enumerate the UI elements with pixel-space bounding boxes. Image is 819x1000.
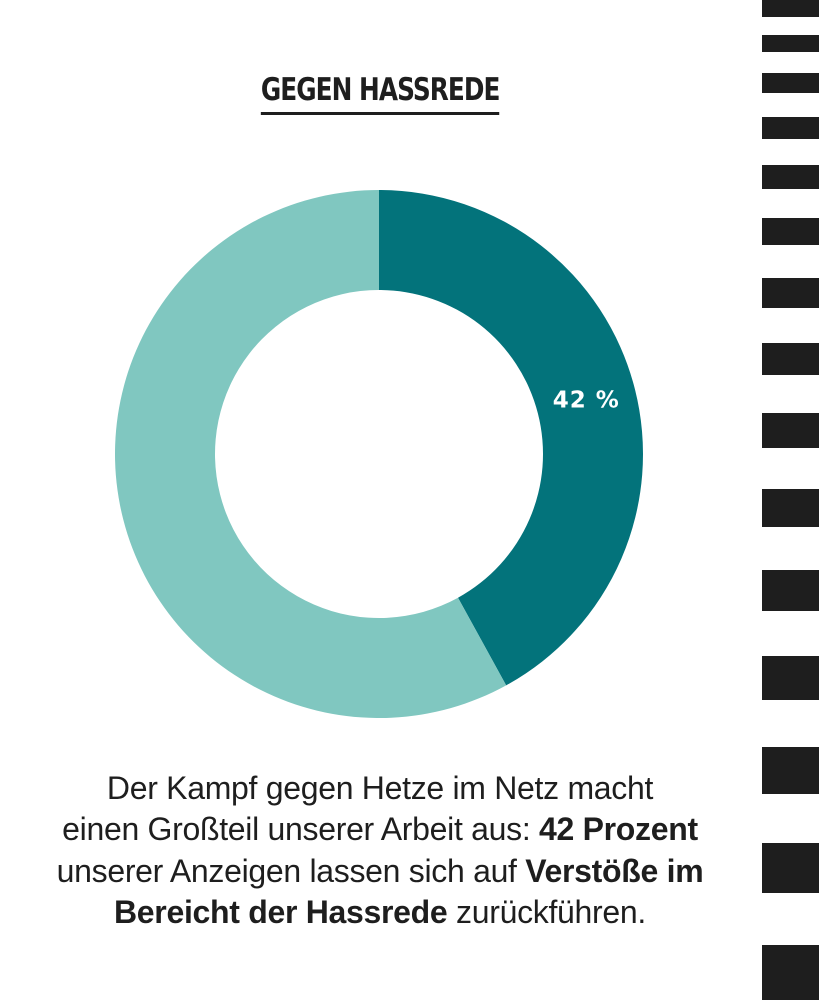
caption-highlight-hatespeech: Bereicht der Hassrede xyxy=(114,893,448,930)
slice-label-42: 42 % xyxy=(553,387,620,413)
chart-title-wrap: GEGEN HASSREDE xyxy=(0,72,760,115)
stripe xyxy=(762,656,819,700)
stripe xyxy=(762,945,819,1000)
stripe xyxy=(762,218,819,245)
stripe xyxy=(762,413,819,448)
stripe xyxy=(762,35,819,52)
caption-line-4-text: zurückführen. xyxy=(447,893,646,930)
stripe xyxy=(762,165,819,189)
caption: Der Kampf gegen Hetze im Netz macht eine… xyxy=(0,768,760,933)
stripe xyxy=(762,489,819,527)
donut-chart: 42 % xyxy=(115,190,644,718)
donut-slices xyxy=(115,190,644,718)
caption-highlight-percent: 42 Prozent xyxy=(539,811,698,848)
donut-slice-42 xyxy=(379,190,644,686)
decorative-stripe-border xyxy=(762,0,819,1000)
caption-highlight-violations: Verstöße im xyxy=(525,852,704,889)
stripe xyxy=(762,117,819,139)
chart-title: GEGEN HASSREDE xyxy=(260,72,500,115)
donut-slice-58 xyxy=(115,190,507,718)
stripe xyxy=(762,570,819,611)
stripe xyxy=(762,73,819,93)
stripe xyxy=(762,343,819,375)
stripe xyxy=(762,843,819,893)
stripe xyxy=(762,0,819,17)
caption-line-1: Der Kampf gegen Hetze im Netz macht xyxy=(106,770,654,806)
stripe xyxy=(762,278,819,308)
caption-line-3-text: unserer Anzeigen lassen sich auf xyxy=(56,852,526,889)
caption-line-2-text: einen Großteil unserer Arbeit aus: xyxy=(62,811,540,848)
stripe xyxy=(762,747,819,794)
